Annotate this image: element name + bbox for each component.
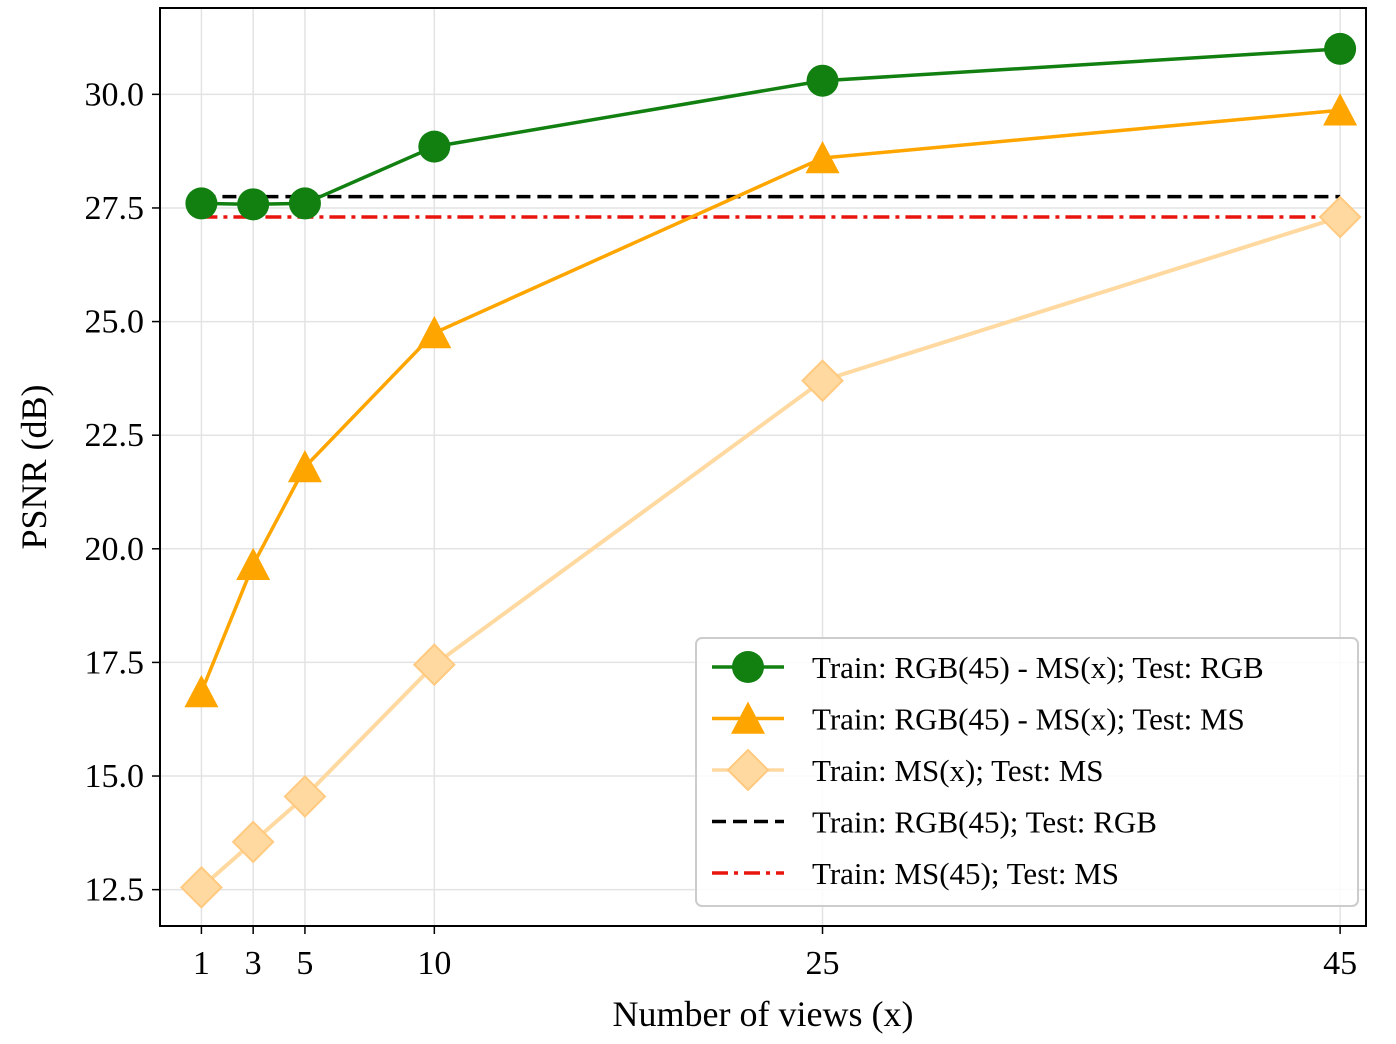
data-point-1: [1323, 93, 1358, 126]
y-tick-label: 25.0: [85, 304, 145, 341]
data-point-0: [185, 187, 218, 220]
y-tick-label: 12.5: [85, 872, 145, 909]
data-point-2: [283, 775, 327, 818]
series-markers: [179, 32, 1362, 909]
data-point-1: [805, 140, 840, 174]
y-tick-label: 20.0: [85, 531, 145, 568]
y-tick-label: 22.5: [85, 417, 145, 454]
legend-marker: [732, 651, 764, 683]
data-point-0: [288, 187, 321, 220]
legend-entry: Train: RGB(45); Test: RGB: [812, 805, 1157, 840]
data-point-2: [231, 820, 275, 864]
data-point-1: [417, 315, 452, 349]
data-point-0: [237, 188, 270, 221]
grid-lines: [160, 8, 1366, 926]
y-tick-label: 17.5: [85, 644, 145, 681]
x-tick-label: 1: [193, 945, 210, 982]
legend: Train: RGB(45) - MS(x); Test: RGB Train: …: [695, 637, 1359, 907]
data-point-1: [236, 547, 271, 581]
legend-marker: [731, 701, 765, 734]
legend-entry: Train: MS(x); Test: MS: [812, 753, 1104, 788]
x-tick-label: 3: [245, 945, 262, 982]
legend-marker: [726, 748, 770, 792]
legend-entry: Train: MS(45); Test: MS: [812, 856, 1119, 891]
data-point-2: [1318, 195, 1362, 239]
x-tick-label: 45: [1323, 945, 1357, 982]
y-tick-label: 30.0: [85, 76, 145, 113]
x-axis-label: Number of views (x): [613, 994, 914, 1034]
data-point-2: [412, 643, 456, 687]
data-point-0: [418, 130, 451, 163]
x-tick-label: 5: [296, 945, 313, 982]
x-axis-ticks: 1 3 5 10 25 45: [193, 926, 1357, 982]
x-tick-label: 25: [806, 945, 840, 982]
data-point-0: [806, 64, 839, 97]
data-point-0: [1324, 32, 1357, 65]
data-point-1: [184, 674, 219, 708]
y-tick-label: 15.0: [85, 758, 145, 795]
data-point-2: [179, 865, 223, 909]
data-point-2: [801, 359, 844, 403]
legend-box: [695, 637, 1359, 907]
legend-entry: Train: RGB(45) - MS(x); Test: MS: [812, 702, 1245, 737]
x-tick-label: 10: [417, 945, 451, 982]
legend-entry: Train: RGB(45) - MS(x); Test: RGB: [812, 650, 1264, 685]
y-tick-label: 27.5: [85, 190, 145, 227]
y-axis-ticks: 12.5 15.0 17.5 20.0 22.5 25.0 27.5 30.0: [85, 76, 160, 909]
series-line-1: [199, 108, 1341, 693]
plot-frame: [159, 7, 1367, 927]
y-axis-label: PSNR (dB): [14, 384, 54, 549]
data-point-1: [287, 450, 322, 483]
